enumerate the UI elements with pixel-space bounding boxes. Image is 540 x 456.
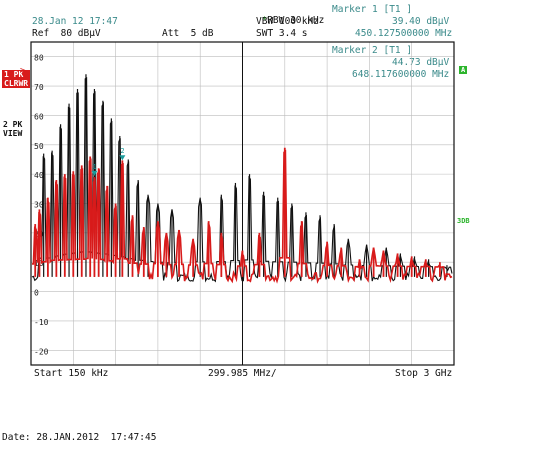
trace2-mode: VIEW	[3, 129, 23, 138]
start-frequency: Start 150 kHz	[34, 368, 109, 379]
ref-level-arrow: >	[20, 66, 26, 76]
plot-frame	[30, 41, 455, 366]
rbw-asterisk: *	[261, 15, 268, 26]
marker1-level: 39.40 dBµV	[392, 16, 450, 27]
3db-indicator: 3DB	[457, 217, 470, 225]
y-tick-label: -10	[34, 318, 49, 327]
trace1-mode-badge: 1 PK CLRWR	[2, 70, 31, 88]
trace2-label: 2 PK	[3, 120, 23, 129]
marker-2-label: 2	[120, 147, 124, 155]
y-tick-label: 50	[34, 142, 44, 151]
swt-label: SWT 3.4 s	[256, 28, 308, 39]
marker-1-icon	[91, 170, 98, 176]
marker1-freq: 450.127500000 MHz	[355, 28, 453, 39]
y-tick-labels: 80706050403020100-10-20	[34, 54, 49, 357]
stop-frequency: Stop 3 GHz	[395, 368, 453, 379]
vbw-label: VBW 100 kHz	[256, 16, 319, 27]
marker2-level: 44.73 dBµV	[392, 57, 450, 68]
date-footer: Date: 28.JAN.2012 17:47:45	[2, 432, 157, 443]
span-per-division: 299.985 MHz/	[208, 368, 277, 379]
markers: 12	[91, 147, 126, 176]
attenuation-label: Att 5 dB	[162, 28, 214, 39]
marker1-title: Marker 1 [T1 ]	[332, 4, 413, 15]
trace1-mode: CLRWR	[4, 79, 29, 88]
y-tick-label: 60	[34, 112, 44, 121]
y-tick-label: 30	[34, 201, 44, 210]
datetime-label: 28.Jan 12 17:47	[32, 16, 118, 27]
marker2-title: Marker 2 [T1 ]	[332, 45, 413, 56]
traces	[31, 74, 453, 284]
y-tick-label: 40	[34, 171, 44, 180]
a-indicator: A	[459, 66, 468, 74]
trace1-label: 1 PK	[4, 70, 24, 79]
y-tick-label: -20	[34, 347, 49, 356]
y-tick-label: 0	[34, 289, 39, 298]
rbw-label: *RBW 30 kHz	[261, 15, 325, 26]
trace2-mode-badge: 2 PK VIEW	[3, 120, 22, 138]
marker2-freq: 648.117600000 MHz	[352, 69, 450, 80]
ref-level-label: Ref 80 dBµV	[32, 28, 101, 39]
marker-2-icon	[119, 155, 126, 161]
y-tick-label: 70	[34, 83, 44, 92]
marker-1-label: 1	[92, 163, 96, 171]
y-tick-label: 80	[34, 54, 44, 63]
trace2-line	[31, 77, 453, 283]
